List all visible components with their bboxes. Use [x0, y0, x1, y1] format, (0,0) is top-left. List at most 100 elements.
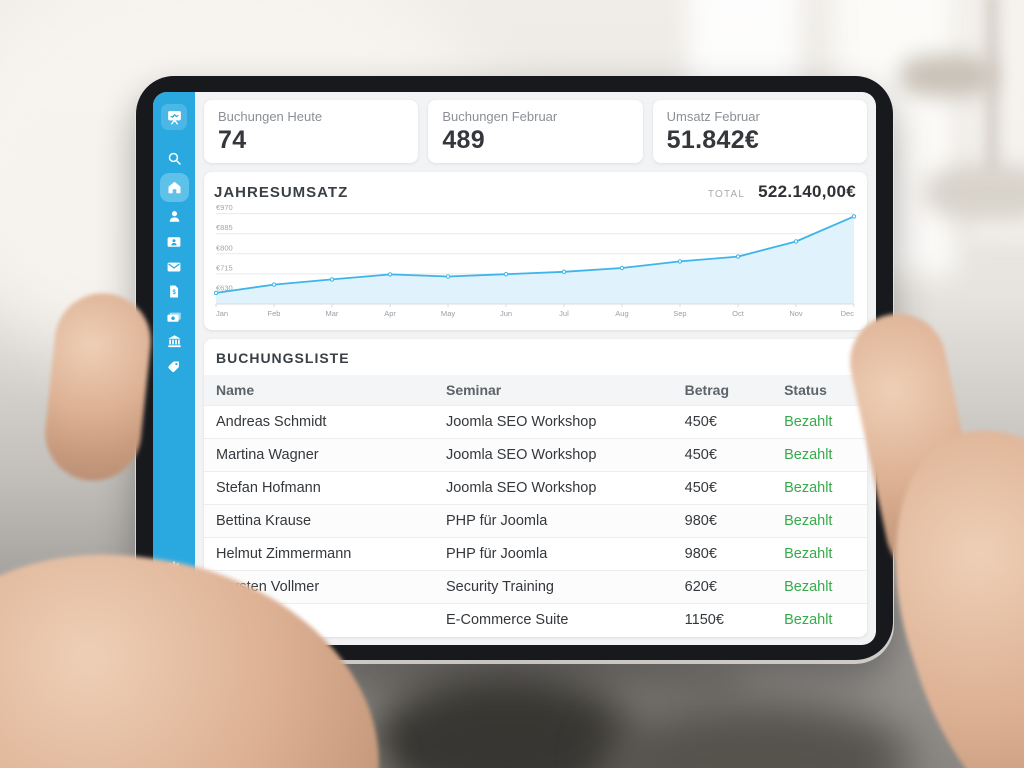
sidebar-item-help[interactable]: ?: [160, 580, 188, 605]
table-row[interactable]: Anja Peters E-Commerce Suite 1150€ Bezahlt: [204, 603, 867, 636]
status-cell: Bezahlt: [784, 438, 867, 472]
status-cell: Bezahlt: [784, 504, 867, 538]
table-row[interactable]: Martina Wagner Joomla SEO Workshop 450€ Bez…: [204, 438, 867, 472]
sidebar-item-invoices[interactable]: $: [160, 279, 188, 304]
table-row[interactable]: Andreas Schmidt Joomla SEO Workshop 450€ Be…: [204, 405, 867, 439]
name-cell: Andreas Schmidt: [204, 405, 446, 439]
sidebar-item-home[interactable]: [159, 173, 189, 202]
x-tick-label: Jul: [559, 309, 569, 318]
table-row[interactable]: Bettina Krause PHP für Joomla 980€ Bezahlt: [204, 504, 867, 538]
x-tick-label: May: [441, 309, 455, 318]
chart-total-value: 522.140,00€: [758, 182, 856, 201]
name-cell: Stefan Hofmann: [204, 471, 446, 505]
seminar-cell: Joomla SEO Workshop: [445, 405, 685, 439]
stat-card-revenue-february: Umsatz Februar 51.842€: [652, 100, 867, 163]
background-window-panel: [968, 0, 1024, 240]
table-row[interactable]: Stefan Hofmann Joomla SEO Workshop 450€ Bez…: [204, 471, 867, 505]
id-card-icon: [167, 236, 181, 247]
col-header-seminar: Seminar: [445, 375, 685, 406]
help-icon: ?: [167, 586, 181, 599]
sidebar-item-search[interactable]: [160, 146, 188, 171]
data-point: [329, 277, 335, 282]
name-cell: Anja Peters: [204, 603, 446, 636]
booking-list-title: BUCHUNGSLISTE: [216, 350, 350, 366]
amount-cell: 980€: [684, 504, 785, 538]
status-cell: Bezahlt: [784, 471, 867, 505]
status-cell: Bezahlt: [784, 405, 867, 439]
table-row[interactable]: Helmut Zimmermann PHP für Joomla 980€ Bezah…: [204, 537, 867, 571]
y-tick-label: €715: [216, 263, 233, 272]
sidebar-item-payments[interactable]: [160, 304, 188, 329]
col-header-name: Name: [204, 375, 446, 406]
x-tick-label: Apr: [384, 309, 396, 318]
background-shelf: [900, 55, 995, 97]
seminar-cell: Joomla SEO Workshop: [445, 471, 685, 505]
tablet-screen: $: [153, 92, 876, 645]
data-point: [271, 282, 277, 287]
data-point: [561, 269, 567, 275]
stats-row: Buchungen Heute 74 Buchungen Februar 489…: [204, 100, 867, 163]
stat-label: Umsatz Februar: [666, 109, 760, 124]
seminar-cell: PHP für Joomla: [445, 537, 685, 571]
stat-label: Buchungen Heute: [218, 109, 323, 124]
mail-icon: [167, 262, 181, 271]
status-cell: Bezahlt: [784, 537, 867, 571]
sidebar-item-contacts[interactable]: [160, 204, 188, 229]
gear-icon: [167, 560, 181, 575]
seminar-cell: Joomla SEO Workshop: [445, 438, 685, 472]
sidebar-item-mail[interactable]: [160, 254, 188, 279]
stat-card-bookings-february: Buchungen Februar 489: [428, 100, 643, 163]
x-tick-label: Dec: [841, 309, 855, 318]
background-furniture: [370, 678, 640, 768]
amount-cell: 620€: [684, 570, 785, 604]
data-point: [387, 272, 393, 277]
data-point: [793, 239, 799, 244]
amount-cell: 450€: [684, 405, 785, 439]
name-cell: Martina Wagner: [204, 438, 446, 472]
cash-icon: [167, 312, 181, 322]
annual-revenue-card: JAHRESUMSATZ TOTAL 522.140,00€ €630 €715 €…: [204, 172, 867, 330]
sidebar-item-bank[interactable]: [160, 329, 188, 354]
x-tick-label: Oct: [732, 309, 745, 318]
y-tick-label: €970: [216, 204, 233, 212]
sidebar-item-tags[interactable]: [160, 354, 188, 379]
name-cell: Helmut Zimmermann: [204, 537, 446, 571]
x-tick-label: Jan: [216, 309, 228, 318]
background-furniture: [330, 652, 750, 722]
dashboard-content: Buchungen Heute 74 Buchungen Februar 489…: [195, 92, 876, 645]
amount-cell: 450€: [684, 438, 785, 472]
data-point: [851, 214, 856, 219]
user-avatar[interactable]: [161, 612, 187, 638]
search-icon: [168, 152, 181, 165]
col-header-status: Status: [784, 375, 867, 406]
tag-icon: [168, 361, 179, 372]
stat-value: 74: [218, 126, 247, 154]
background-furniture: [600, 700, 910, 768]
x-tick-label: Sep: [673, 309, 686, 318]
chart-area-fill: [216, 216, 854, 304]
background-window-frame: [986, 0, 998, 180]
y-tick-label: €800: [216, 243, 233, 252]
presentation-chart-icon: [167, 110, 181, 125]
invoice-icon: $: [170, 285, 179, 298]
bank-icon: [167, 335, 181, 348]
booking-table: Name Seminar Betrag Status Andreas Schmi…: [204, 375, 867, 636]
sidebar: $: [153, 92, 195, 645]
background-furniture: [135, 722, 385, 768]
table-row[interactable]: Carsten Vollmer Security Training 620€ Beza…: [204, 570, 867, 604]
x-tick-label: Jun: [500, 309, 512, 318]
sidebar-item-customers[interactable]: [160, 229, 188, 254]
sidebar-item-settings[interactable]: [160, 555, 188, 580]
seminar-cell: PHP für Joomla: [445, 504, 685, 538]
stat-value: 489: [442, 126, 485, 154]
col-header-amount: Betrag: [684, 375, 785, 406]
chart-header: JAHRESUMSATZ TOTAL 522.140,00€: [214, 182, 856, 202]
y-tick-label: €885: [216, 223, 233, 232]
x-tick-label: Aug: [615, 309, 628, 318]
status-cell: Bezahlt: [784, 570, 867, 604]
amount-cell: 1150€: [684, 603, 785, 636]
data-point: [735, 254, 741, 259]
data-point: [677, 259, 683, 264]
data-point: [619, 265, 625, 271]
